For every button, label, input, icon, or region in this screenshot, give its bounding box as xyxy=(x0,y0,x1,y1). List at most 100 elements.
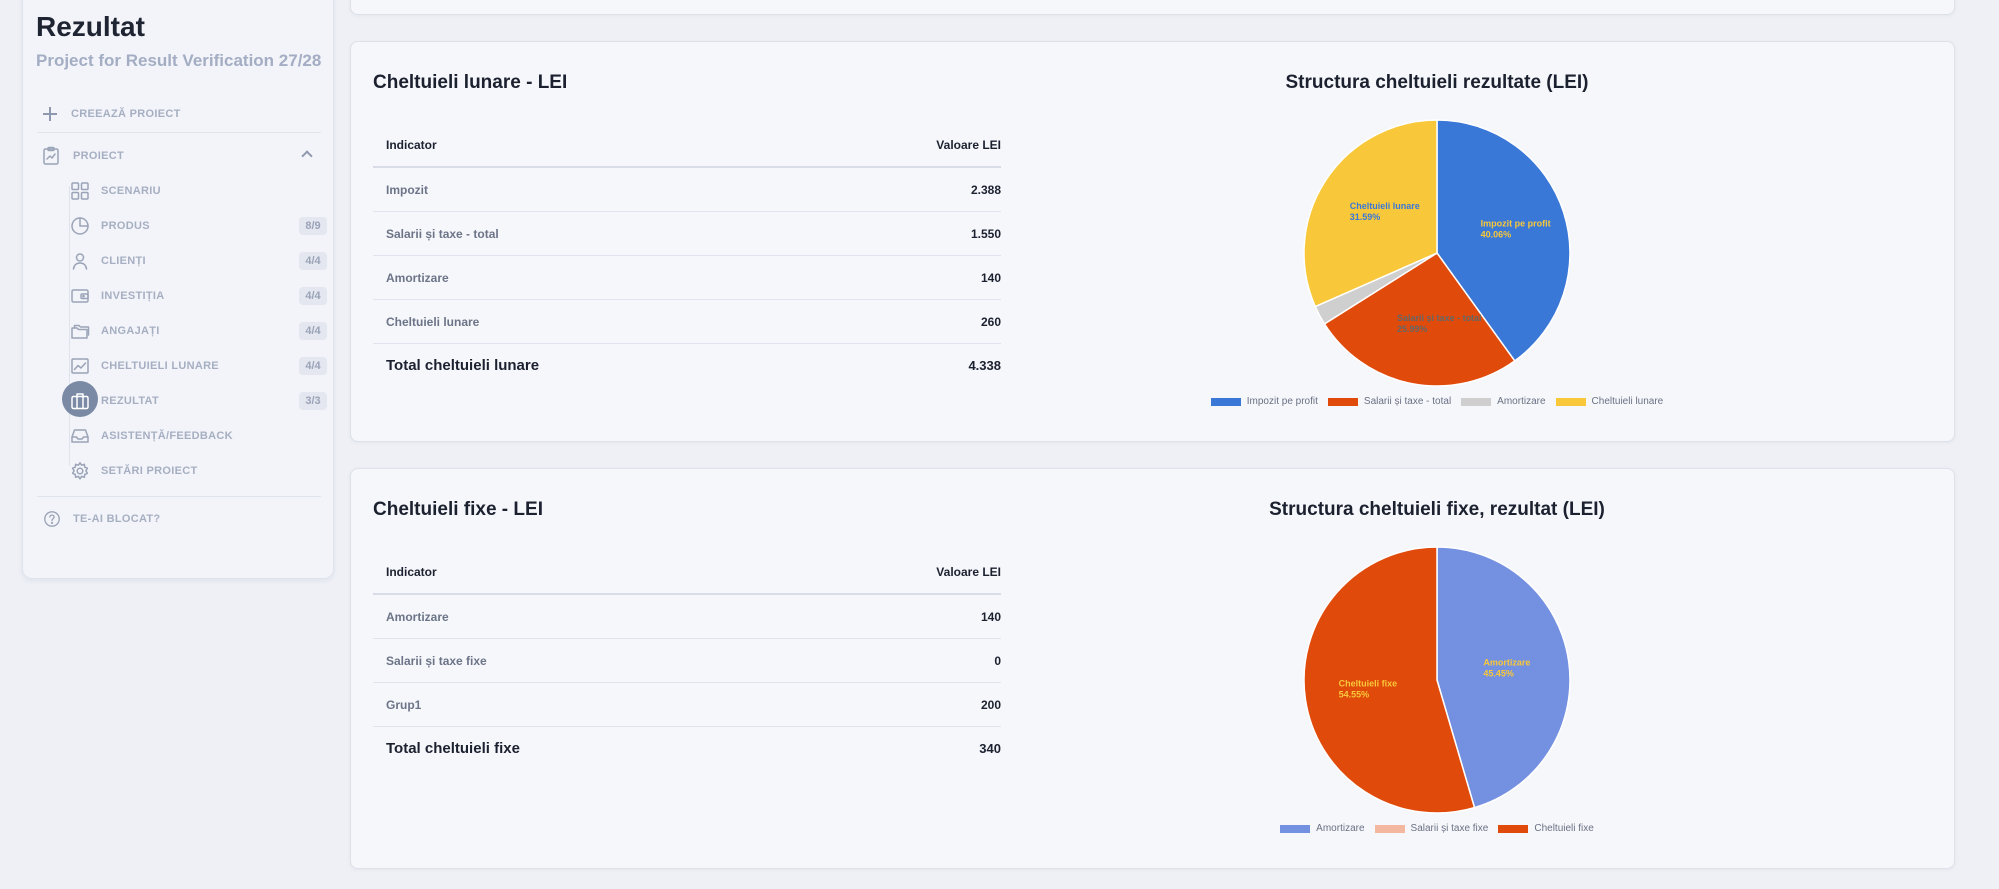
table-row: Impozit 2.388 xyxy=(373,168,1001,212)
legend-item-cheltuieli-fixe[interactable]: Cheltuieli fixe xyxy=(1498,823,1594,834)
divider xyxy=(37,132,321,133)
sidebar-item-label: CLIENȚI xyxy=(101,255,146,267)
legend-label: Salarii și taxe fixe xyxy=(1410,823,1489,834)
slice-label: Cheltuieli lunare xyxy=(1350,201,1420,211)
sidebar: Rezultat Project for Result Verification… xyxy=(22,0,334,579)
sidebar-item-asistenta[interactable]: ASISTENȚĂ/FEEDBACK xyxy=(67,423,327,449)
legend-item-amortizare[interactable]: Amortizare xyxy=(1280,823,1365,834)
sidebar-item-label: ASISTENȚĂ/FEEDBACK xyxy=(101,430,233,442)
slice-percent: 45.45% xyxy=(1483,669,1514,679)
legend-item-cheltuieli-lunare[interactable]: Cheltuieli lunare xyxy=(1555,396,1664,407)
table-row: Amortizare 140 xyxy=(373,595,1001,639)
fixed-chart-title: Structura cheltuieli fixe, rezultat (LEI… xyxy=(1269,499,1605,520)
progress-badge: 3/3 xyxy=(299,392,327,410)
gear-icon xyxy=(71,462,89,480)
page-title: Rezultat xyxy=(36,11,145,42)
tree-line xyxy=(69,186,70,466)
slice-percent: 40.06% xyxy=(1481,230,1512,240)
col-value: Valoare LEI xyxy=(936,138,1001,152)
legend-swatch xyxy=(1374,824,1405,833)
table-row: Amortizare 140 xyxy=(373,256,1001,300)
progress-badge: 4/4 xyxy=(299,357,327,375)
create-project-label: CREEAZĂ PROIECT xyxy=(71,108,181,120)
legend-item-salarii-si-taxe-fixe[interactable]: Salarii și taxe fixe xyxy=(1374,823,1489,834)
pie-icon xyxy=(71,217,89,235)
sidebar-item-label: ANGAJAȚI xyxy=(101,325,160,337)
chevron-up-icon xyxy=(301,150,313,162)
slice-label: Cheltuieli fixe xyxy=(1339,678,1398,688)
help-label: TE-AI BLOCAT? xyxy=(73,513,161,525)
col-indicator: Indicator xyxy=(386,138,437,152)
progress-badge: 4/4 xyxy=(299,252,327,270)
sidebar-item-scenariu[interactable]: SCENARIU xyxy=(67,178,327,204)
inbox-icon xyxy=(71,429,89,443)
legend-swatch xyxy=(1280,824,1311,833)
legend-item-impozit-pe-profit[interactable]: Impozit pe profit xyxy=(1210,396,1318,407)
help-link[interactable]: TE-AI BLOCAT? xyxy=(43,510,160,528)
row-label: Salarii și taxe fixe xyxy=(386,653,487,668)
row-label: Amortizare xyxy=(386,270,449,285)
clipboard-chart-icon xyxy=(43,146,59,165)
sidebar-item-label: CHELTUIELI LUNARE xyxy=(101,360,219,372)
row-value: 140 xyxy=(980,270,1001,285)
row-value: 140 xyxy=(980,609,1001,624)
legend-item-salarii-si-taxe-total[interactable]: Salarii și taxe - total xyxy=(1327,396,1451,407)
fixed-table-title: Cheltuieli fixe - LEI xyxy=(373,499,543,520)
sidebar-item-setari[interactable]: SETĂRI PROIECT xyxy=(67,458,327,484)
legend-label: Cheltuieli lunare xyxy=(1591,396,1664,407)
fixed-table: Indicator Valoare LEI Amortizare 140 Sal… xyxy=(373,551,1001,769)
legend-label: Amortizare xyxy=(1316,823,1365,834)
question-circle-icon xyxy=(44,511,60,527)
table-row: Cheltuieli lunare 260 xyxy=(373,300,1001,344)
sidebar-item-cheltuieli-lunare[interactable]: CHELTUIELI LUNARE 4/4 xyxy=(67,353,327,379)
pie-slice-impozit-pe-profit[interactable] xyxy=(1436,119,1571,362)
legend-swatch xyxy=(1555,397,1586,406)
legend-swatch xyxy=(1210,397,1241,406)
total-value: 340 xyxy=(979,740,1001,756)
sidebar-item-label: REZULTAT xyxy=(101,395,159,407)
slice-percent: 25.99% xyxy=(1397,324,1428,334)
legend-swatch xyxy=(1327,397,1358,406)
legend-label: Impozit pe profit xyxy=(1246,396,1318,407)
project-subtitle: Project for Result Verification 27/28 xyxy=(36,51,322,70)
total-label: Total cheltuieli lunare xyxy=(386,356,540,374)
sidebar-item-label: SETĂRI PROIECT xyxy=(101,465,198,477)
sidebar-item-produs[interactable]: PRODUS 8/9 xyxy=(67,213,327,239)
wallet-icon xyxy=(71,289,89,303)
total-value: 4.338 xyxy=(968,357,1001,373)
monthly-chart-title: Structura cheltuieli rezultate (LEI) xyxy=(1285,72,1589,93)
pie-slice-salarii-si-taxe-total[interactable] xyxy=(1323,251,1516,387)
row-label: Amortizare xyxy=(386,609,449,624)
table-header: Indicator Valoare LEI xyxy=(373,124,1001,168)
slice-percent: 31.59% xyxy=(1350,212,1381,222)
legend-swatch xyxy=(1498,824,1529,833)
legend-label: Cheltuieli fixe xyxy=(1534,823,1594,834)
row-value: 0 xyxy=(994,653,1001,668)
chart-line-icon xyxy=(71,358,89,374)
table-total-row: Total cheltuieli lunare 4.338 xyxy=(373,344,1001,386)
legend-swatch xyxy=(1461,397,1492,406)
sidebar-item-clienti[interactable]: CLIENȚI 4/4 xyxy=(67,248,327,274)
row-label: Cheltuieli lunare xyxy=(386,314,480,329)
progress-badge: 8/9 xyxy=(299,217,327,235)
project-section-toggle[interactable]: PROIECT xyxy=(41,146,321,166)
folders-icon xyxy=(71,324,90,339)
legend-item-amortizare[interactable]: Amortizare xyxy=(1461,396,1546,407)
sidebar-item-investitia[interactable]: INVESTIȚIA 4/4 xyxy=(67,283,327,309)
progress-badge: 4/4 xyxy=(299,287,327,305)
sidebar-item-rezultat[interactable]: REZULTAT 3/3 xyxy=(62,381,327,417)
pie-slice-cheltuieli-fixe[interactable] xyxy=(1303,546,1476,814)
row-value: 200 xyxy=(980,697,1001,712)
pie-slice-cheltuieli-lunare[interactable] xyxy=(1303,119,1438,308)
monthly-table-title: Cheltuieli lunare - LEI xyxy=(373,72,568,93)
slice-percent: 54.55% xyxy=(1339,689,1370,699)
divider xyxy=(37,496,321,497)
sidebar-item-angajati[interactable]: ANGAJAȚI 4/4 xyxy=(67,318,327,344)
pie-slice-amortizare[interactable] xyxy=(1436,546,1571,809)
sidebar-item-label: SCENARIU xyxy=(101,185,161,197)
create-project-button[interactable]: CREEAZĂ PROIECT xyxy=(43,107,181,121)
user-icon xyxy=(72,253,88,270)
monthly-expenses-card: Cheltuieli lunare - LEI Indicator Valoar… xyxy=(350,41,1955,442)
previous-card xyxy=(350,0,1955,15)
